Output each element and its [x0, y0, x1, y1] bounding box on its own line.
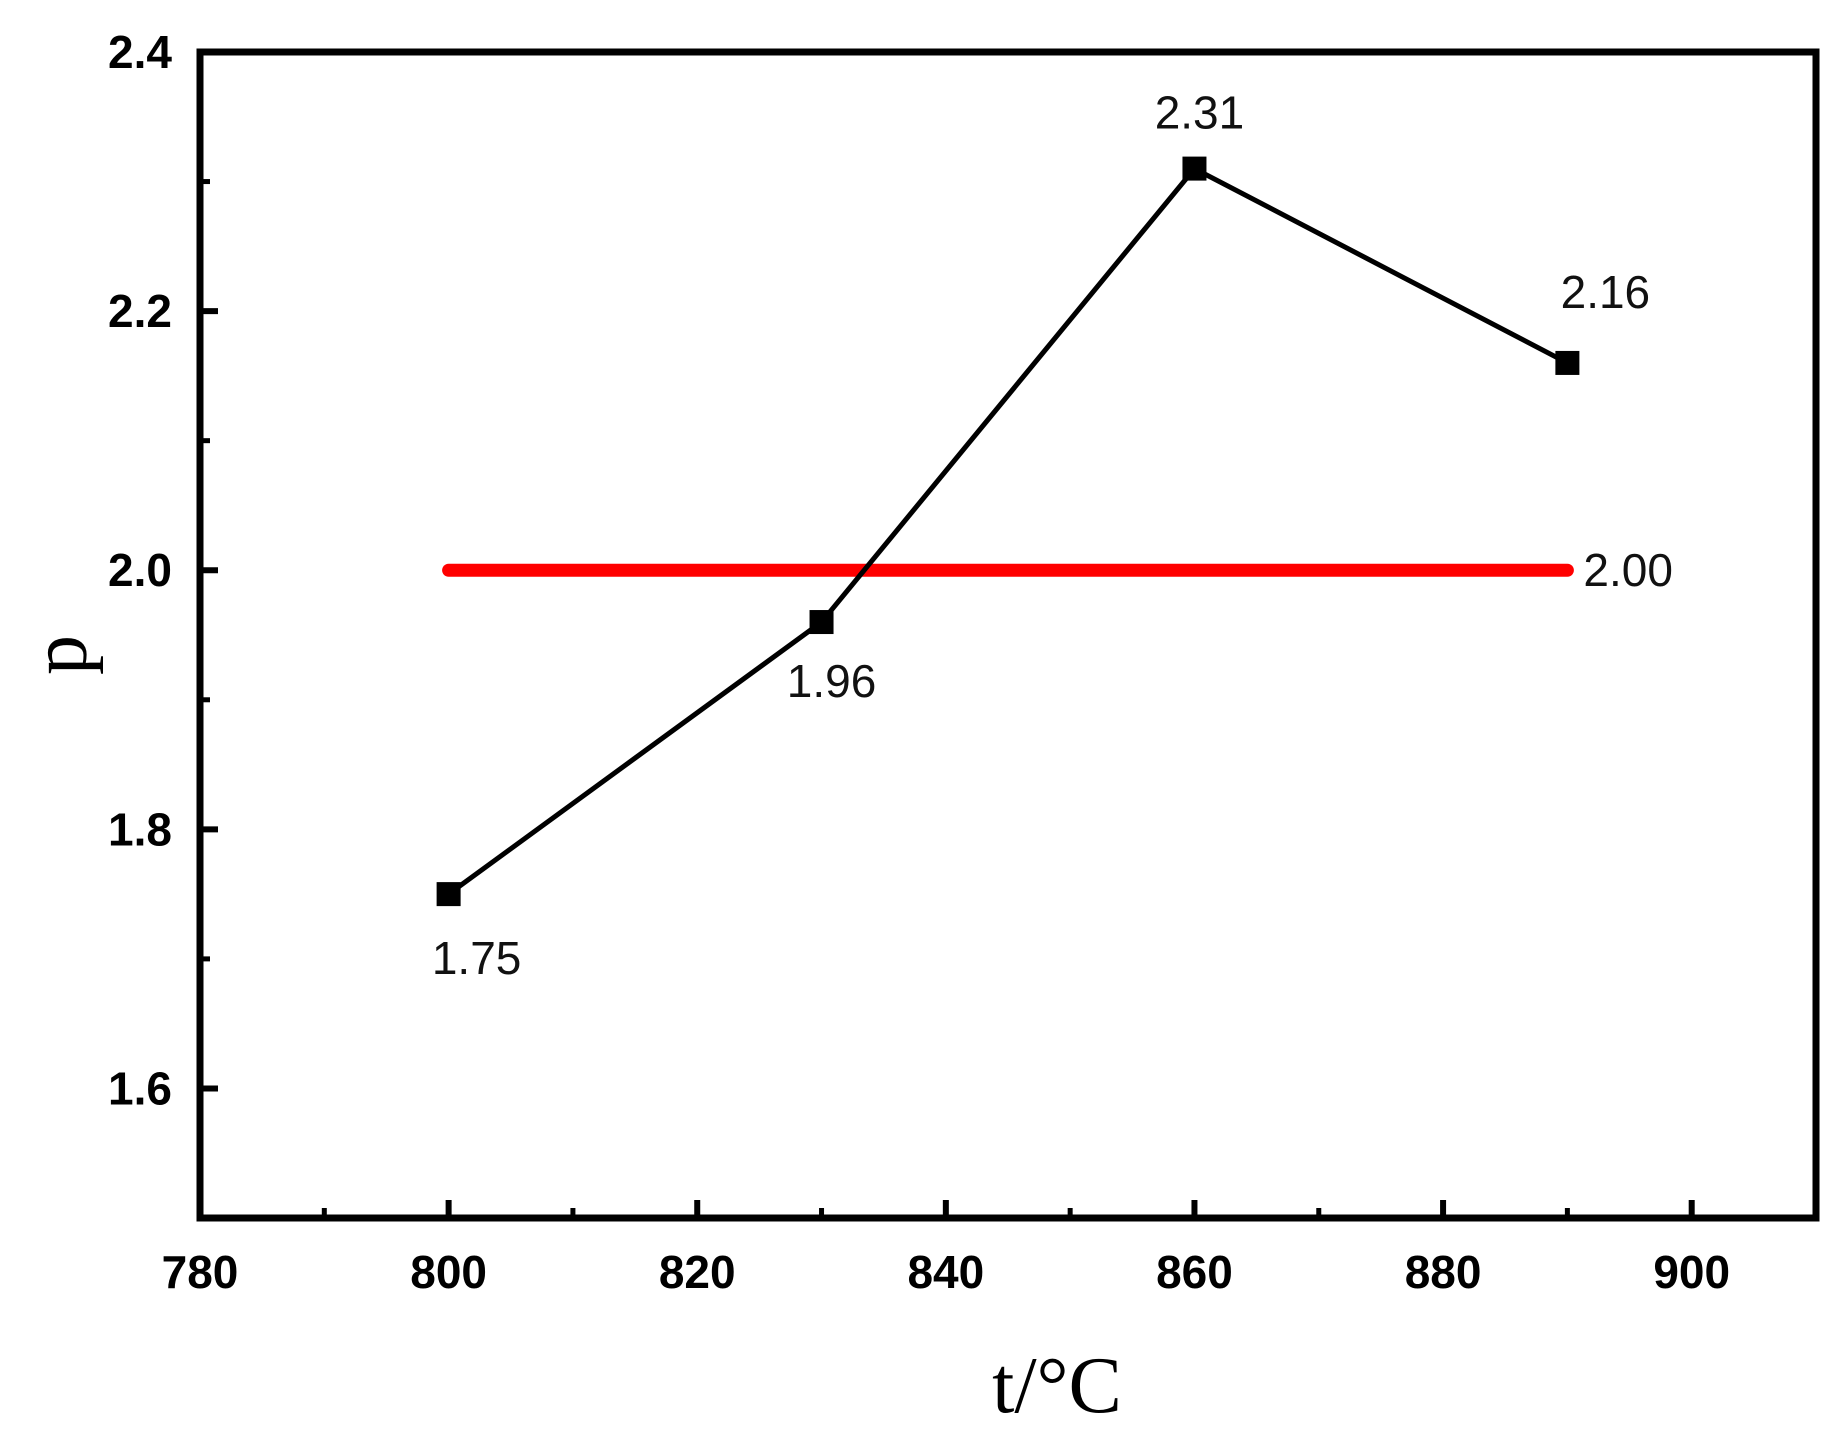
data-point-3 [1555, 350, 1580, 375]
labels-group: 780 800 820 840 860 880 900 1.6 1.8 2.0 2.2 2.4 2.00… [108, 26, 1730, 1298]
reference-line-label: 2.00 [1583, 544, 1673, 596]
y-tick-label-0: 1.6 [108, 1062, 172, 1114]
plot-frame-rect [196, 48, 1820, 1222]
y-tick-label-2: 2.0 [108, 544, 172, 596]
x-tick-label-0: 780 [162, 1246, 239, 1298]
x-tick-label-4: 860 [1156, 1246, 1233, 1298]
data-label-0: 1.75 [432, 932, 522, 984]
y-tick-label-1: 1.8 [108, 803, 172, 855]
y-axis-title: p [16, 635, 104, 675]
y-tick-label-4: 2.4 [108, 26, 172, 78]
series-group [436, 156, 1580, 907]
data-point-0 [436, 882, 461, 907]
x-tick-label-5: 880 [1405, 1246, 1482, 1298]
x-tick-label-6: 900 [1653, 1246, 1730, 1298]
data-label-1: 1.96 [787, 655, 877, 707]
data-point-2 [1182, 156, 1207, 181]
x-tick-label-2: 820 [659, 1246, 736, 1298]
plot-frame [196, 48, 1820, 1222]
x-axis-title: t/°C [992, 1342, 1122, 1429]
axis-ticks [197, 49, 1695, 1218]
data-point-1 [809, 610, 834, 635]
y-tick-label-3: 2.2 [108, 285, 172, 337]
x-tick-label-3: 840 [907, 1246, 984, 1298]
data-label-3: 2.16 [1561, 266, 1651, 318]
series-line-0 [447, 165, 1569, 897]
data-label-2: 2.31 [1155, 87, 1245, 139]
x-tick-label-1: 800 [410, 1246, 487, 1298]
